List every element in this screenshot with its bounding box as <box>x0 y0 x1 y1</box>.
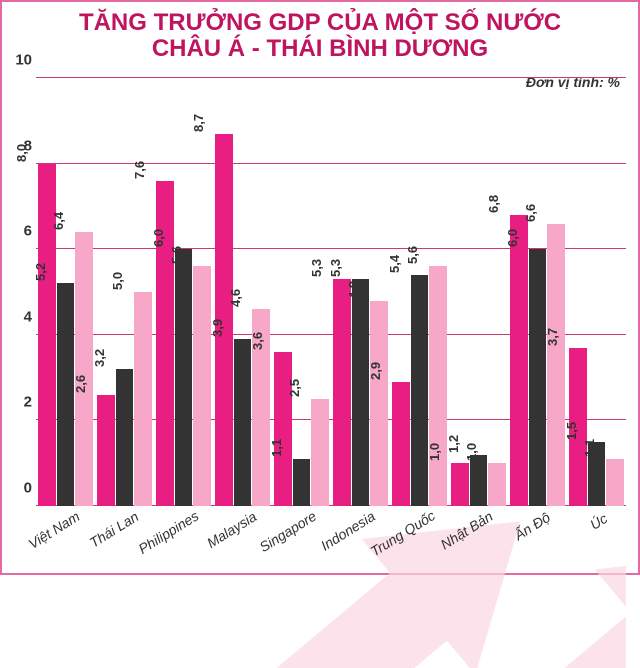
bar-value-label: 1,5 <box>564 422 579 442</box>
bar: 5,6 <box>429 266 447 506</box>
bar-value-label: 5,4 <box>387 255 402 275</box>
category-group: 2,95,45,6Trung Quốc <box>390 78 449 506</box>
bar: 4,8 <box>370 301 388 506</box>
title-line-1: TĂNG TRƯỞNG GDP CỦA MỘT SỐ NƯỚC <box>79 9 561 36</box>
bars: 8,73,94,6 <box>215 78 270 506</box>
y-tick-label: 10 <box>12 52 32 69</box>
category-group: 6,86,06,6Ấn Độ <box>508 78 567 506</box>
category-group: 2,63,25,0Thái Lan <box>95 78 154 506</box>
bars: 3,71,51,1 <box>569 78 624 506</box>
bar-value-label: 5,3 <box>309 259 324 279</box>
bar-value-label: 2,5 <box>287 379 302 399</box>
bar: 6,4 <box>75 232 93 506</box>
bar-value-label: 4,8 <box>346 280 361 300</box>
y-tick-label: 4 <box>12 308 32 325</box>
bar-value-label: 3,7 <box>545 328 560 348</box>
bar: 1,0 <box>451 463 469 506</box>
bar-value-label: 2,9 <box>368 362 383 382</box>
y-tick-label: 2 <box>12 394 32 411</box>
bar: 5,4 <box>411 275 429 506</box>
bar: 5,6 <box>193 266 211 506</box>
title-line-2: CHÂU Á - THÁI BÌNH DƯƠNG <box>152 35 488 62</box>
chart-title: TĂNG TRƯỞNG GDP CỦA MỘT SỐ NƯỚC CHÂU Á -… <box>10 10 630 63</box>
bar: 1,1 <box>606 459 624 506</box>
bar: 5,3 <box>333 279 351 506</box>
gdp-chart: TĂNG TRƯỞNG GDP CỦA MỘT SỐ NƯỚC CHÂU Á -… <box>0 0 640 575</box>
bar-value-label: 1,1 <box>582 439 597 459</box>
bar: 1,1 <box>293 459 311 506</box>
bars: 2,95,45,6 <box>392 78 447 506</box>
bar-value-label: 6,0 <box>505 229 520 249</box>
y-tick-label: 0 <box>12 480 32 497</box>
bars: 6,86,06,6 <box>510 78 565 506</box>
bar-value-label: 1,2 <box>446 435 461 455</box>
bar-value-label: 6,8 <box>486 195 501 215</box>
bar: 6,8 <box>510 215 528 506</box>
plot-area: 0246810 8,05,26,4Việt Nam2,63,25,0Thái L… <box>36 78 626 506</box>
bars: 5,35,34,8 <box>333 78 388 506</box>
bar-value-label: 5,6 <box>405 246 420 266</box>
bar-value-label: 5,3 <box>328 259 343 279</box>
bar: 2,9 <box>392 382 410 506</box>
category-group: 1,01,21,0Nhật Bản <box>449 78 508 506</box>
bar: 5,0 <box>134 292 152 506</box>
bar-value-label: 6,6 <box>523 203 538 223</box>
bar: 3,9 <box>234 339 252 506</box>
bar: 3,2 <box>116 369 134 506</box>
bars: 8,05,26,4 <box>38 78 93 506</box>
bar-value-label: 8,7 <box>191 114 206 134</box>
bar: 3,6 <box>274 352 292 506</box>
bar: 1,0 <box>488 463 506 506</box>
category-group: 3,71,51,1Úc <box>567 78 626 506</box>
category-group: 3,61,12,5Singapore <box>272 78 331 506</box>
bar: 6,6 <box>547 224 565 506</box>
bar-value-label: 5,0 <box>110 272 125 292</box>
bar-value-label: 5,2 <box>33 263 48 283</box>
bar: 2,6 <box>97 395 115 506</box>
bar-value-label: 6,0 <box>151 229 166 249</box>
bar-value-label: 1,1 <box>269 439 284 459</box>
category-group: 5,35,34,8Indonesia <box>331 78 390 506</box>
bar: 6,0 <box>175 249 193 506</box>
bar-value-label: 3,6 <box>250 332 265 352</box>
bar-groups: 8,05,26,4Việt Nam2,63,25,0Thái Lan7,66,0… <box>36 78 626 506</box>
category-group: 8,73,94,6Malaysia <box>213 78 272 506</box>
bars: 1,01,21,0 <box>451 78 506 506</box>
bars: 3,61,12,5 <box>274 78 329 506</box>
bar-value-label: 3,2 <box>92 349 107 369</box>
bar-value-label: 1,0 <box>427 443 442 463</box>
bar-value-label: 3,9 <box>210 319 225 339</box>
bar-value-label: 7,6 <box>132 161 147 181</box>
category-group: 7,66,05,6Philippines <box>154 78 213 506</box>
bar-value-label: 5,6 <box>169 246 184 266</box>
category-group: 8,05,26,4Việt Nam <box>36 78 95 506</box>
bar: 5,2 <box>57 283 75 506</box>
bar-value-label: 1,0 <box>464 443 479 463</box>
bar: 5,3 <box>352 279 370 506</box>
bar-value-label: 8,0 <box>14 144 29 164</box>
bar: 6,0 <box>529 249 547 506</box>
bar-value-label: 4,6 <box>228 289 243 309</box>
y-tick-label: 6 <box>12 223 32 240</box>
bar-value-label: 6,4 <box>51 212 66 232</box>
bars: 7,66,05,6 <box>156 78 211 506</box>
bars: 2,63,25,0 <box>97 78 152 506</box>
bar-value-label: 2,6 <box>73 375 88 395</box>
bar: 2,5 <box>311 399 329 506</box>
